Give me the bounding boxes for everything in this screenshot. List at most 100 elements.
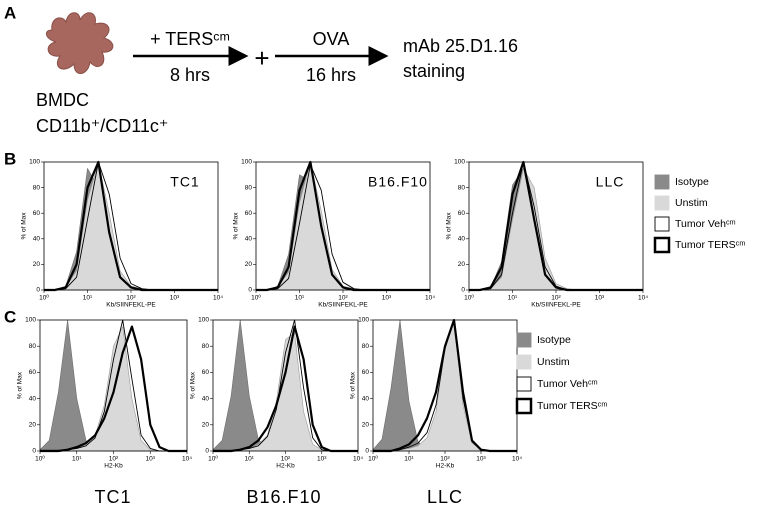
x-tick-label: 10⁰ — [251, 294, 261, 302]
y-axis-label: % of Max — [190, 371, 197, 399]
x-tick-label: 10⁴ — [425, 295, 435, 302]
x-tick-label: 10³ — [146, 456, 156, 463]
y-tick-label: 100 — [25, 317, 36, 324]
legend-label: Tumor TERSᶜᵐ — [675, 239, 745, 251]
x-axis-label: H2-Kb — [276, 463, 295, 470]
y-tick-label: 40 — [33, 236, 41, 243]
legend-swatch — [516, 376, 532, 392]
y-axis-label: % of Max — [350, 371, 357, 399]
x-tick-label: 10³ — [170, 295, 180, 302]
y-tick-label: 20 — [458, 261, 466, 268]
y-tick-label: 80 — [33, 184, 41, 191]
legend-label: Tumor TERSᶜᵐ — [537, 400, 607, 412]
y-tick-label: 0 — [205, 448, 209, 455]
x-tick-label: 10⁴ — [512, 456, 522, 463]
x-axis-label: H2-Kb — [104, 463, 123, 470]
readout: mAb 25.D1.16 — [403, 36, 518, 56]
x-tick-label: 10¹ — [295, 295, 305, 302]
x-tick-label: 10¹ — [72, 456, 82, 463]
x-tick-label: 10¹ — [508, 295, 518, 302]
legend-label: Isotype — [675, 176, 709, 188]
legend-swatch — [515, 397, 533, 415]
y-tick-label: 0 — [461, 287, 465, 294]
legend-swatch — [653, 236, 671, 254]
y-axis-label: % of Max — [17, 371, 24, 399]
x-tick-label: 10² — [551, 295, 561, 302]
panel-label: B — [4, 149, 16, 168]
chart-title: LLC — [427, 487, 463, 507]
legend-label: Tumor Vehᶜᵐ — [675, 218, 736, 230]
x-tick-label: 10² — [281, 456, 291, 463]
legend-swatch — [654, 216, 670, 232]
x-tick-label: 10³ — [595, 295, 605, 302]
y-tick-label: 80 — [202, 343, 210, 350]
legend-swatch — [654, 195, 670, 211]
y-axis-label: % of Max — [21, 212, 28, 240]
legend-label: Unstim — [537, 356, 570, 368]
x-tick-label: 10² — [109, 456, 119, 463]
y-tick-label: 60 — [33, 210, 41, 217]
x-tick-label: 10⁰ — [39, 294, 49, 302]
legend-label: Isotype — [537, 334, 571, 346]
x-tick-label: 10² — [440, 456, 450, 463]
y-tick-label: 80 — [362, 343, 370, 350]
y-tick-label: 80 — [245, 184, 253, 191]
y-tick-label: 60 — [458, 210, 466, 217]
y-tick-label: 100 — [358, 317, 369, 324]
x-tick-label: 10⁰ — [464, 294, 474, 302]
x-tick-label: 10⁴ — [353, 456, 363, 463]
y-tick-label: 40 — [362, 395, 370, 402]
chart-title: B16.F10 — [246, 487, 321, 507]
panel-label: C — [4, 307, 16, 326]
x-tick-label: 10³ — [476, 456, 486, 463]
cell-image — [46, 12, 114, 74]
y-tick-label: 20 — [33, 261, 41, 268]
chart-title: TC1 — [170, 174, 199, 190]
x-axis-label: Kb/SIINFEKL-PE — [318, 302, 368, 309]
cell-marker: CD11b⁺/CD11c⁺ — [36, 116, 168, 136]
plus: + — [254, 43, 269, 73]
y-tick-label: 60 — [29, 369, 37, 376]
x-tick-label: 10³ — [317, 456, 327, 463]
histogram-area — [255, 174, 431, 291]
y-tick-label: 0 — [36, 287, 40, 294]
y-tick-label: 100 — [198, 317, 209, 324]
y-tick-label: 60 — [245, 210, 253, 217]
x-tick-label: 10¹ — [245, 456, 255, 463]
y-tick-label: 20 — [202, 422, 210, 429]
y-tick-label: 100 — [241, 159, 252, 166]
chart-title: LLC — [596, 174, 625, 190]
x-tick-label: 10⁴ — [213, 295, 223, 302]
x-tick-label: 10⁴ — [182, 456, 192, 463]
x-tick-label: 10³ — [382, 295, 392, 302]
legend-swatch — [516, 354, 532, 370]
y-tick-label: 60 — [202, 369, 210, 376]
chart-title: TC1 — [94, 487, 131, 507]
x-tick-label: 10¹ — [83, 295, 93, 302]
y-tick-label: 0 — [365, 448, 369, 455]
legend-swatch — [654, 174, 670, 190]
legend-label: Tumor Vehᶜᵐ — [537, 378, 598, 390]
x-tick-label: 10⁰ — [208, 455, 218, 463]
x-tick-label: 10⁰ — [35, 455, 45, 463]
x-tick-label: 10² — [338, 295, 348, 302]
x-axis-label: H2-Kb — [436, 463, 455, 470]
cell-label: BMDC — [36, 90, 89, 110]
y-tick-label: 40 — [245, 236, 253, 243]
time-label: 8 hrs — [170, 65, 210, 85]
step-label: OVA — [313, 29, 350, 49]
y-tick-label: 100 — [29, 159, 40, 166]
y-tick-label: 20 — [245, 261, 253, 268]
x-tick-label: 10¹ — [404, 456, 414, 463]
legend-label: Unstim — [675, 197, 708, 209]
y-tick-label: 40 — [29, 395, 37, 402]
y-tick-label: 20 — [29, 422, 37, 429]
y-axis-label: % of Max — [446, 212, 453, 240]
histogram-line — [40, 325, 187, 453]
panel-label: A — [4, 3, 16, 22]
y-tick-label: 100 — [454, 159, 465, 166]
readout: staining — [403, 61, 465, 81]
x-tick-label: 10⁴ — [638, 295, 648, 302]
y-tick-label: 40 — [458, 236, 466, 243]
